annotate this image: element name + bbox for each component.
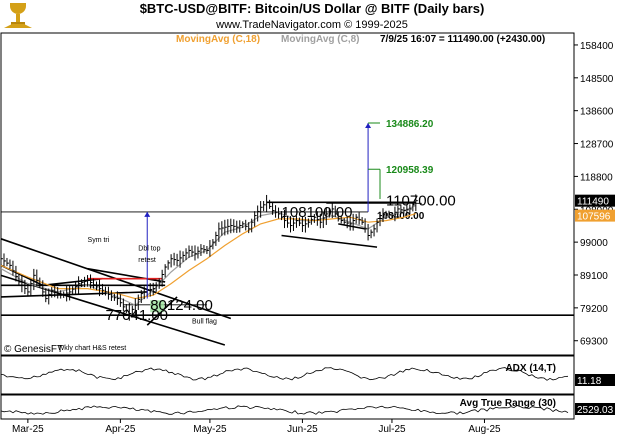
annotation-label: retest bbox=[138, 257, 156, 264]
projection-arrow-head bbox=[144, 211, 151, 217]
projection-arrow-head bbox=[365, 123, 372, 129]
atr-panel-label: Avg True Range (30) bbox=[460, 398, 556, 409]
copyright-label: © GenesisFT bbox=[4, 344, 63, 355]
adx-value-tag: 11.18 bbox=[577, 376, 602, 387]
ma18-value-tag-bg bbox=[575, 209, 615, 222]
trendline bbox=[281, 234, 378, 248]
annotation-label: Wkly chart H&S retest bbox=[58, 345, 127, 352]
level-label: 77041.00 bbox=[105, 307, 168, 324]
last-price-tag: 111490 bbox=[577, 197, 609, 208]
y-tick-label: 158400 bbox=[580, 41, 614, 52]
y-tick-label: 69300 bbox=[580, 337, 608, 348]
ma18-legend: MovingAvg (C,18) bbox=[176, 34, 260, 45]
chart-title: $BTC-USD@BITF: Bitcoin/US Dollar @ BITF … bbox=[140, 1, 485, 16]
trendline bbox=[338, 223, 366, 230]
y-tick-label: 138600 bbox=[580, 107, 614, 118]
adx-value-tag-bg bbox=[575, 374, 615, 386]
trendline bbox=[42, 277, 103, 287]
y-tick-label: 99000 bbox=[580, 238, 608, 249]
level-label: 110700.00 bbox=[386, 192, 456, 209]
atr-line bbox=[0, 405, 569, 416]
trendline bbox=[0, 291, 148, 298]
chart-subtitle: www.TradeNavigator.com © 1999-2025 bbox=[215, 19, 408, 31]
annotation-label: Sym tri bbox=[88, 237, 110, 244]
annotation-label: Bull flag bbox=[192, 318, 217, 325]
breakout-highlight bbox=[150, 300, 165, 313]
target-label: 134886.20 bbox=[386, 119, 434, 130]
atr-value-tag-bg bbox=[575, 403, 615, 415]
atr-value-tag: 2529.03 bbox=[577, 405, 614, 416]
y-tick-label: 128700 bbox=[580, 140, 614, 151]
y-tick-label: 118800 bbox=[580, 172, 613, 183]
level-label: 80124.00 bbox=[150, 297, 213, 314]
y-tick-label: 148500 bbox=[580, 74, 614, 85]
x-tick-label: Aug-25 bbox=[468, 424, 501, 435]
level-label: 108400.00 bbox=[377, 211, 425, 222]
status-readout: 7/9/25 16:07 = 111490.00 (+2430.00) bbox=[380, 34, 545, 45]
adx-line bbox=[0, 367, 569, 381]
trendline bbox=[87, 267, 166, 283]
atr-panel-frame bbox=[0, 394, 575, 420]
ma8-legend: MovingAvg (C,8) bbox=[281, 34, 360, 45]
annotation-label: Dbl top bbox=[138, 245, 160, 252]
x-tick-label: Jul-25 bbox=[378, 424, 406, 435]
x-tick-label: Apr-25 bbox=[105, 424, 135, 435]
price-panel-frame bbox=[0, 32, 575, 356]
x-tick-label: Jun-25 bbox=[287, 424, 318, 435]
ma18-value-tag: 107596 bbox=[577, 212, 611, 223]
trophy-logo-icon bbox=[4, 3, 32, 28]
x-tick-label: May-25 bbox=[193, 424, 227, 435]
target-label: 120958.39 bbox=[386, 165, 434, 176]
adx-panel-frame bbox=[0, 355, 575, 395]
last-price-tag-bg bbox=[575, 194, 615, 207]
x-tick-label: Mar-25 bbox=[12, 424, 44, 435]
y-tick-label: 79200 bbox=[580, 304, 608, 315]
y-tick-label: 89100 bbox=[580, 271, 608, 282]
adx-panel-label: ADX (14,T) bbox=[505, 363, 556, 374]
